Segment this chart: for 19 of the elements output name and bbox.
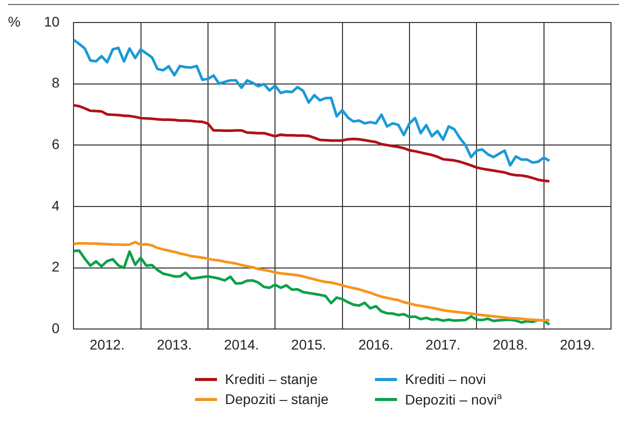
y-tick-label: 0 bbox=[52, 320, 60, 336]
x-tick-label: 2013. bbox=[156, 336, 192, 352]
y-tick-label: 4 bbox=[52, 197, 60, 214]
legend-label: Depoziti – novi$^{a}$ bbox=[405, 391, 502, 408]
x-tick-label: 2017. bbox=[426, 336, 461, 352]
y-tick-label: 6 bbox=[52, 136, 60, 152]
y-axis-title: % bbox=[8, 13, 20, 30]
legend-label: Krediti – stanje bbox=[225, 371, 318, 387]
x-tick-label: 2016. bbox=[358, 336, 394, 352]
y-tick-label: 2 bbox=[52, 258, 60, 275]
x-tick-label: 2019. bbox=[560, 336, 595, 352]
legend-label: Depoziti – stanje bbox=[225, 391, 329, 408]
x-tick-label: 2014. bbox=[224, 336, 260, 352]
legend-label: Krediti – novi bbox=[405, 371, 486, 387]
y-tick-label: 10 bbox=[44, 13, 60, 30]
y-tick-label: 8 bbox=[52, 74, 60, 91]
x-tick-label: 2015. bbox=[291, 336, 326, 352]
x-tick-label: 2012. bbox=[90, 336, 125, 352]
x-tick-label: 2018. bbox=[492, 336, 528, 352]
